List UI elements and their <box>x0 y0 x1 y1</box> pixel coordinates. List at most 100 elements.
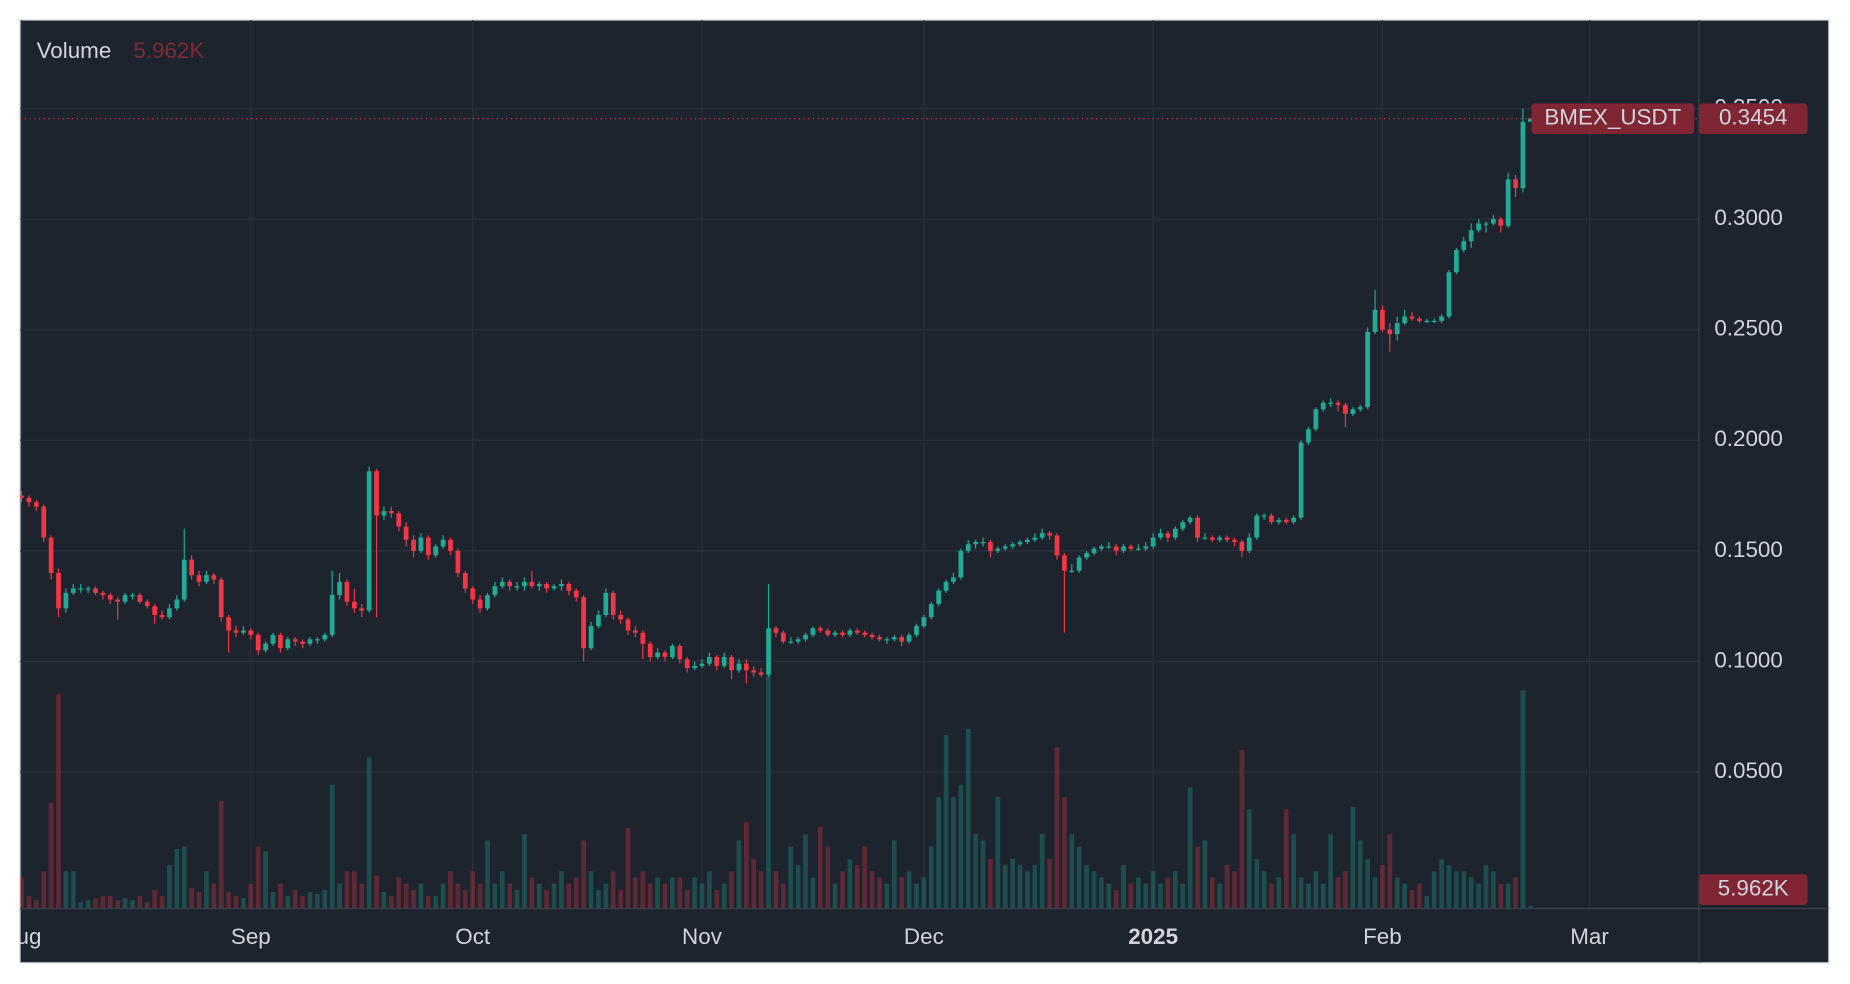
volume-bar <box>1476 883 1481 909</box>
candle-body <box>278 634 283 649</box>
volume-legend-label: Volume <box>37 38 112 63</box>
volume-bar <box>300 896 305 909</box>
volume-bar <box>218 800 224 909</box>
candle-body <box>1454 250 1459 273</box>
candle-body <box>921 617 927 627</box>
candle-body <box>1335 402 1341 405</box>
candle-body <box>499 581 505 587</box>
candle-body <box>906 634 912 642</box>
volume-bar <box>455 883 461 909</box>
candle-body <box>840 632 845 635</box>
candle-body <box>862 632 868 635</box>
volume-bar <box>914 883 919 909</box>
candle-body <box>41 506 47 538</box>
candle-body <box>1394 323 1400 335</box>
candle-body <box>1202 537 1208 539</box>
candle-body <box>285 639 291 649</box>
candle-body <box>137 595 143 602</box>
candle-body <box>337 581 342 596</box>
candle-body <box>914 626 919 635</box>
candle-body <box>196 575 202 582</box>
candle-body <box>507 581 513 587</box>
volume-bar <box>884 883 890 909</box>
candle-body <box>1010 544 1015 547</box>
volume-bar <box>928 846 934 909</box>
volume-bar <box>115 900 121 909</box>
candle-body <box>951 577 956 582</box>
candle-body <box>566 584 572 591</box>
candle-body <box>1424 320 1430 323</box>
volume-bar <box>1483 865 1489 909</box>
tags: BMEX_USDT 0.3454 5.962K <box>1531 103 1808 905</box>
volume-bar <box>352 871 357 909</box>
candle-body <box>773 628 779 633</box>
candle-body <box>396 513 402 527</box>
symbol-tag <box>1531 103 1695 135</box>
volume-bar <box>248 883 254 909</box>
volume-bar <box>1217 883 1223 909</box>
volume-bar <box>255 846 261 909</box>
volume-bar <box>1165 877 1171 909</box>
candle-body <box>300 641 305 644</box>
volume-bar <box>951 796 956 909</box>
volume-bar <box>20 877 24 909</box>
candle-body <box>388 511 394 514</box>
candle-body <box>1291 517 1297 523</box>
candle-body <box>1084 553 1089 558</box>
volume-bar <box>840 871 845 909</box>
candle-body <box>780 632 786 642</box>
candle-body <box>684 659 690 669</box>
volume-bar <box>1424 896 1430 909</box>
volume-bar <box>670 877 675 909</box>
candle-body <box>189 559 195 576</box>
candle-body <box>988 542 993 551</box>
volume-bar <box>381 891 387 909</box>
volume-bar <box>41 871 47 909</box>
volume-bar <box>344 871 350 909</box>
candle-body <box>1172 528 1178 538</box>
x-tick-label: Mar <box>1570 924 1609 949</box>
candle-body <box>1239 542 1245 551</box>
volume-bar <box>1002 865 1008 909</box>
candle-body <box>78 588 84 590</box>
volume-bar <box>551 883 557 909</box>
volume-bar <box>640 871 646 909</box>
candle-body <box>980 542 986 544</box>
candle-body <box>1328 402 1334 404</box>
candle-body <box>825 630 831 635</box>
volume-bar <box>270 891 276 909</box>
volume-bar <box>1269 883 1274 909</box>
volume-bar <box>33 900 39 909</box>
volume-bar <box>263 851 268 909</box>
volume-bar <box>1039 834 1045 909</box>
candle-body <box>48 537 54 573</box>
volume-bar <box>292 889 298 909</box>
volume-bar <box>736 840 742 909</box>
candle-body <box>1121 546 1126 551</box>
volume-bar <box>196 891 202 909</box>
volume-bar <box>440 883 446 909</box>
volume-bar <box>1394 877 1400 909</box>
volume-bar <box>499 871 505 909</box>
volume-bar <box>278 883 283 909</box>
volume-bar <box>1209 877 1215 909</box>
candle-body <box>270 634 276 644</box>
candle-body <box>263 643 268 651</box>
candle-body <box>211 575 217 580</box>
candle-body <box>514 586 520 588</box>
volume-bar <box>211 883 217 909</box>
volume-bar <box>167 865 172 909</box>
volume-bar <box>1239 749 1245 909</box>
volume-bar <box>93 898 98 909</box>
candle-body <box>758 672 764 675</box>
volume-bar <box>1099 877 1104 909</box>
volume-bar <box>1505 883 1511 909</box>
candle-body <box>85 588 91 590</box>
volume-bar <box>1047 858 1052 909</box>
volume-bar <box>226 891 231 909</box>
candle-body <box>1091 548 1097 554</box>
volume-tag-label: 5.962K <box>1718 876 1789 901</box>
volume-bar <box>1232 871 1237 909</box>
volume-bar <box>130 900 135 909</box>
